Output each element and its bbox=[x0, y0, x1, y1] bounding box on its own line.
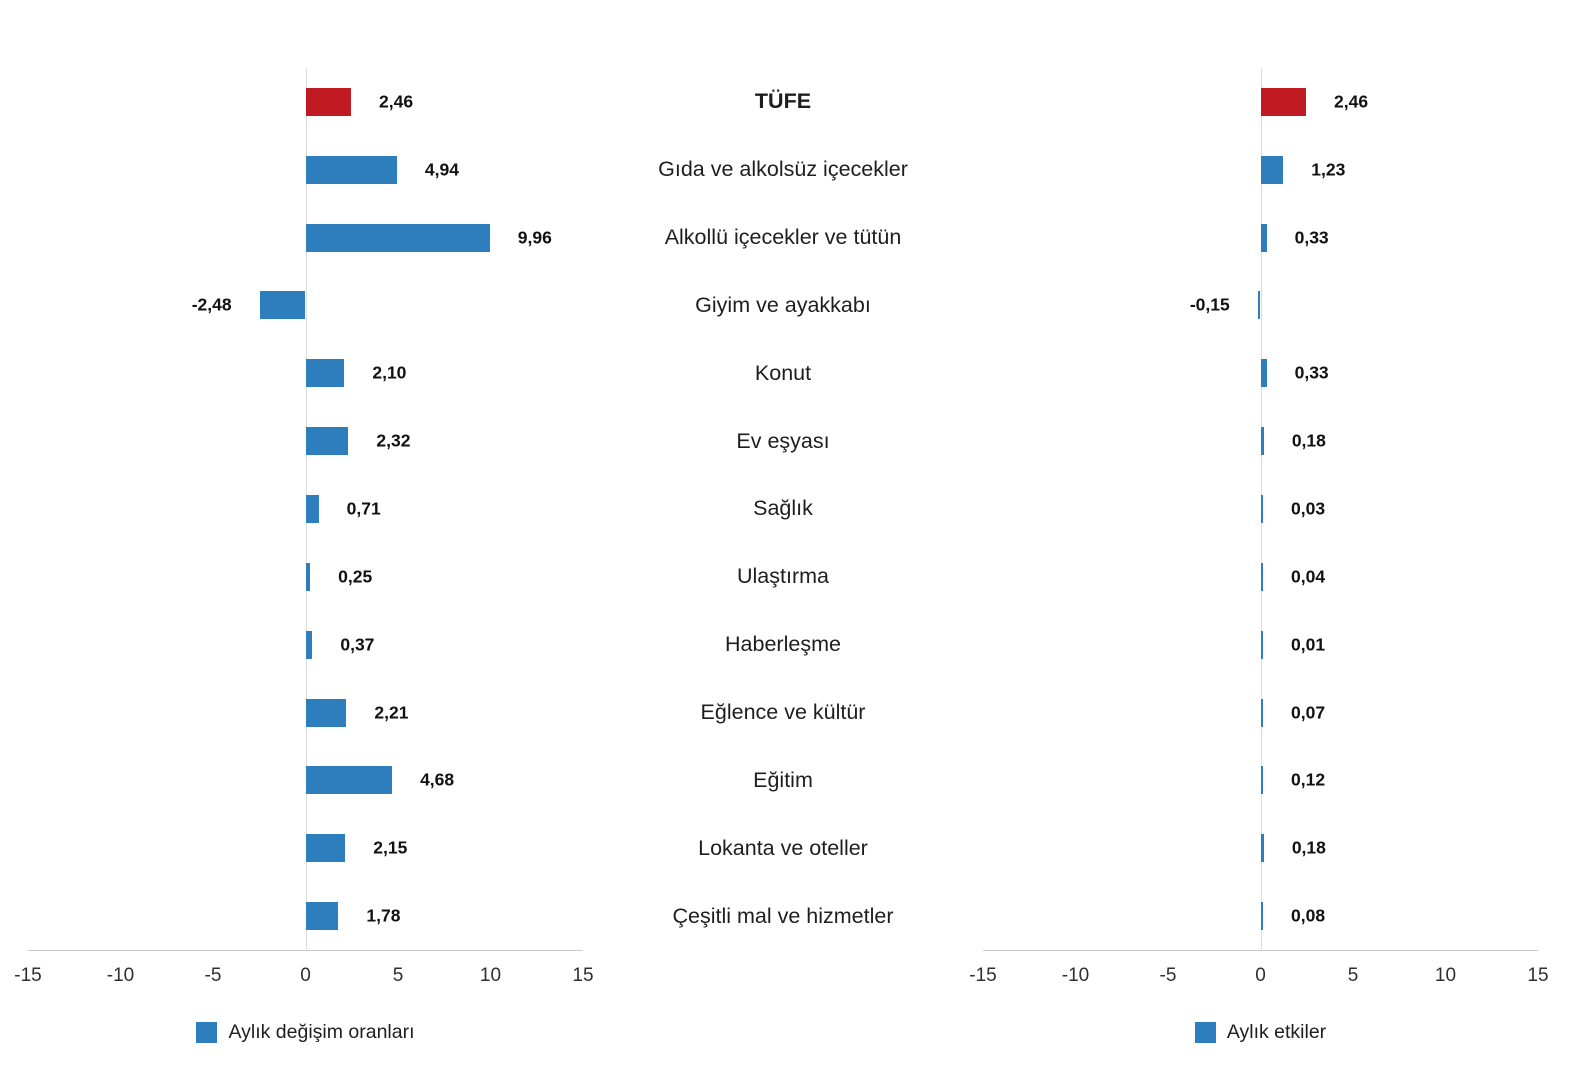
category-bar bbox=[305, 630, 313, 659]
bar-value-label: 4,94 bbox=[424, 159, 459, 180]
bar-value-label: 0,04 bbox=[1291, 566, 1326, 587]
bar-value-label: 0,33 bbox=[1294, 227, 1329, 248]
x-axis-tick-label: -10 bbox=[1061, 965, 1090, 986]
monthly-change-plot: 2,46 4,94 9,96 -2,48 2,10 2,32 0,71 0,25 0,37 2,2… bbox=[28, 68, 583, 951]
category-bar bbox=[305, 155, 397, 184]
tufe-highlight-bar bbox=[305, 87, 351, 116]
monthly-change-x-axis: -15 -10 -5 0 5 10 15 bbox=[14, 951, 593, 999]
category-label: Haberleşme bbox=[725, 632, 841, 657]
x-axis-tick-label: 10 bbox=[479, 965, 502, 986]
bar-value-label: 0,03 bbox=[1291, 498, 1326, 519]
monthly-effects-x-axis: -15 -10 -5 0 5 10 15 bbox=[969, 951, 1548, 999]
bar-value-label: 4,68 bbox=[420, 769, 455, 790]
x-axis-tick-label: 5 bbox=[392, 965, 404, 986]
category-bar bbox=[305, 766, 393, 795]
category-bar bbox=[1260, 902, 1263, 931]
category-bar bbox=[259, 291, 306, 320]
bar-value-label: 2,46 bbox=[379, 91, 414, 112]
x-axis-tick-label: -5 bbox=[204, 965, 222, 986]
bar-value-label: 1,23 bbox=[1311, 159, 1346, 180]
category-labels: TÜFE Gıda ve alkolsüz içecekler Alkollü iç… bbox=[583, 68, 983, 950]
bar-value-label: 0,71 bbox=[346, 498, 381, 519]
bar-value-label: 0,33 bbox=[1294, 362, 1329, 383]
bar-value-label: 0,37 bbox=[340, 634, 375, 655]
x-axis-tick-label: -10 bbox=[106, 965, 135, 986]
category-bar bbox=[305, 495, 319, 523]
bar-value-label: 2,10 bbox=[372, 362, 407, 383]
bar-value-label: 0,01 bbox=[1291, 634, 1326, 655]
category-label: TÜFE bbox=[754, 89, 812, 114]
monthly-effects-plot: 2,46 1,23 0,33 -0,15 0,33 0,18 0,03 0,04 0,01 0,0… bbox=[983, 68, 1538, 951]
category-label: Çeşitli mal ve hizmetler bbox=[672, 903, 894, 928]
bar-value-label: 2,32 bbox=[376, 430, 411, 451]
x-axis-tick-label: -15 bbox=[969, 965, 997, 986]
x-axis-tick-label: -5 bbox=[1159, 965, 1177, 986]
x-axis-tick-label: 0 bbox=[300, 965, 311, 986]
category-bar bbox=[305, 359, 345, 388]
monthly-change-chart: 2,46 4,94 9,96 -2,48 2,10 2,32 0,71 0,25 0,37 2,2… bbox=[14, 68, 594, 1044]
category-bar bbox=[1260, 630, 1263, 659]
bar-value-label: 0,25 bbox=[338, 566, 373, 587]
bar-value-label: 0,08 bbox=[1291, 905, 1326, 926]
bar-value-label: -0,15 bbox=[1189, 294, 1230, 315]
category-label: Ulaştırma bbox=[737, 564, 829, 589]
legend-label-monthly-effects: Aylık etkiler bbox=[1226, 1021, 1327, 1043]
category-bar bbox=[305, 698, 347, 727]
bar-value-label: 0,18 bbox=[1291, 430, 1326, 451]
category-bar bbox=[1260, 834, 1264, 863]
category-label: Gıda ve alkolsüz içecekler bbox=[658, 157, 908, 182]
category-bar bbox=[305, 834, 346, 863]
legend-swatch-icon bbox=[196, 1022, 218, 1043]
x-axis-tick-label: 0 bbox=[1255, 965, 1266, 986]
bar-value-label: 0,12 bbox=[1291, 769, 1326, 790]
category-bar bbox=[1260, 766, 1263, 795]
category-bar bbox=[1260, 495, 1263, 523]
tufe-highlight-bar bbox=[1260, 87, 1306, 116]
bar-value-label: 1,78 bbox=[366, 905, 401, 926]
x-axis-tick-label: 10 bbox=[1434, 965, 1457, 986]
x-axis-tick-label: 5 bbox=[1347, 965, 1359, 986]
category-bar bbox=[1260, 562, 1263, 591]
bar-value-label: 2,21 bbox=[374, 702, 409, 723]
category-label: Eğlence ve kültür bbox=[700, 700, 866, 725]
bar-value-label: 2,46 bbox=[1334, 91, 1369, 112]
legend-swatch-icon bbox=[1194, 1022, 1216, 1043]
bar-value-label: -2,48 bbox=[191, 294, 232, 315]
x-axis-tick-label: -15 bbox=[14, 965, 42, 986]
category-label: Eğitim bbox=[753, 767, 813, 792]
monthly-effects-chart: 2,46 1,23 0,33 -0,15 0,33 0,18 0,03 0,04 0,01 0,0… bbox=[969, 68, 1549, 1044]
bar-value-label: 9,96 bbox=[517, 227, 552, 248]
monthly-change-legend: Aylık değişim oranları bbox=[28, 1021, 583, 1044]
bar-value-label: 0,18 bbox=[1291, 837, 1326, 858]
tufe-dual-bar-chart: 2,46 4,94 9,96 -2,48 2,10 2,32 0,71 0,25 0,37 2,2… bbox=[14, 68, 1549, 1044]
category-bar bbox=[1260, 359, 1267, 388]
category-label: Sağlık bbox=[753, 496, 813, 521]
category-label: Giyim ve ayakkabı bbox=[695, 292, 871, 317]
category-label: Konut bbox=[754, 360, 812, 385]
x-axis-tick-label: 15 bbox=[572, 965, 594, 986]
category-label: Alkollü içecekler ve tütün bbox=[664, 225, 902, 250]
category-label: Ev eşyası bbox=[736, 428, 830, 453]
category-bar bbox=[305, 902, 339, 931]
bar-value-label: 0,07 bbox=[1291, 702, 1326, 723]
category-bar bbox=[305, 562, 311, 591]
category-bar bbox=[305, 223, 490, 252]
x-axis-tick-label: 15 bbox=[1527, 965, 1549, 986]
category-bar bbox=[1257, 291, 1261, 320]
category-label: Lokanta ve oteller bbox=[698, 835, 868, 860]
bar-value-label: 2,15 bbox=[373, 837, 408, 858]
category-bar bbox=[305, 427, 349, 456]
monthly-effects-legend: Aylık etkiler bbox=[983, 1021, 1538, 1044]
category-bar bbox=[1260, 698, 1263, 727]
category-bar bbox=[1260, 223, 1267, 252]
legend-label-monthly-change: Aylık değişim oranları bbox=[228, 1021, 415, 1043]
category-bar bbox=[1260, 427, 1264, 456]
category-bar bbox=[1260, 155, 1284, 184]
